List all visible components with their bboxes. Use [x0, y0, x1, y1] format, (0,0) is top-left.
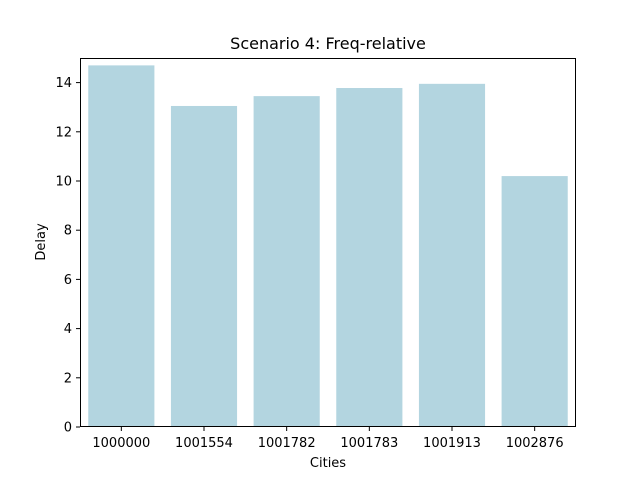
plot-frame: [80, 58, 576, 427]
y-tick-label: 6: [64, 273, 72, 288]
bar-1002876: [501, 176, 568, 427]
y-tick-label: 12: [55, 125, 72, 140]
bar-1001913: [418, 83, 486, 427]
y-axis-ticks: 0 2 4 6 8 10 12 14: [55, 76, 80, 436]
x-tick-label: 1001554: [175, 436, 233, 451]
bar-1001783: [336, 88, 403, 428]
y-tick-label: 2: [64, 371, 72, 386]
bar-1001554: [170, 105, 238, 427]
y-tick-label: 0: [64, 421, 72, 436]
x-axis-ticks: 1000000 1001554 1001782 1001783 1001913 10028…: [92, 427, 564, 451]
bar-1000000: [88, 65, 155, 427]
x-tick-label: 1002876: [506, 436, 564, 451]
y-tick-label: 4: [64, 322, 72, 337]
bar-1001782: [253, 96, 320, 427]
y-tick-label: 8: [64, 224, 72, 239]
y-tick-label: 14: [55, 76, 72, 91]
chart-title: Scenario 4: Freq-relative: [230, 34, 426, 53]
y-tick-label: 10: [55, 175, 72, 190]
y-axis-label: Delay: [34, 223, 49, 261]
x-tick-label: 1001913: [423, 436, 481, 451]
x-tick-label: 1001783: [340, 436, 398, 451]
x-tick-label: 1001782: [258, 436, 316, 451]
x-axis-label: Cities: [310, 456, 346, 471]
bars-layer: [88, 65, 568, 428]
x-tick-label: 1000000: [92, 436, 150, 451]
